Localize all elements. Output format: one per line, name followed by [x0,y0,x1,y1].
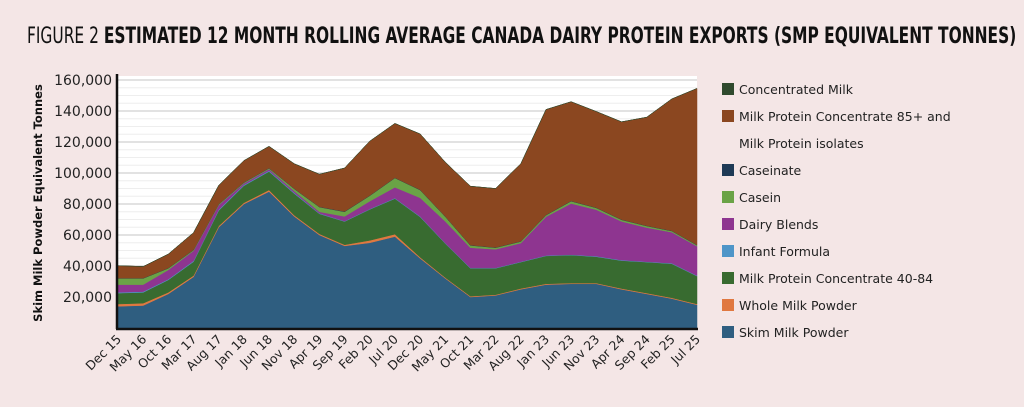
legend-item: Dairy Blends [722,211,1022,238]
legend-label: Caseinate [739,163,802,178]
y-tick-label: 100,000 [54,166,112,182]
y-tick-label: 40,000 [63,259,112,275]
legend-item: Skim Milk Powder [722,319,1022,346]
legend: Concentrated Milk Milk Protein Concentrat… [722,76,1022,346]
legend-swatch [722,245,734,257]
y-tick-label: 20,000 [63,290,112,306]
legend-swatch [722,272,734,284]
legend-item: Whole Milk Powder [722,292,1022,319]
legend-swatch [722,164,734,176]
legend-item: Infant Formula [722,238,1022,265]
legend-swatch [722,110,734,122]
chart-title: FIGURE 2 ESTIMATED 12 MONTH ROLLING AVER… [27,24,1016,49]
figure-title: ESTIMATED 12 MONTH ROLLING AVERAGE CANAD… [103,24,1017,49]
y-tick-label: 80,000 [63,197,112,213]
figure-number: FIGURE 2 [27,24,99,49]
y-tick-label: 60,000 [63,228,112,244]
legend-swatch [722,299,734,311]
legend-label: Infant Formula [739,244,831,259]
legend-swatch [722,83,734,95]
legend-item: Casein [722,184,1022,211]
legend-item: Milk Protein Concentrate 40-84 [722,265,1022,292]
area-concentrated-milk [117,88,698,267]
legend-swatch [722,218,734,230]
legend-item: Milk Protein Concentrate 85+ and Milk Pr… [722,103,1022,157]
legend-label: Dairy Blends [739,217,819,232]
legend-label: Milk Protein Concentrate 85+ and Milk Pr… [739,109,951,151]
legend-label: Skim Milk Powder [739,325,849,340]
legend-swatch [722,191,734,203]
legend-item: Caseinate [722,157,1022,184]
y-tick-label: 120,000 [54,135,112,151]
axes [115,74,698,331]
y-tick-label: 160,000 [54,73,112,89]
y-axis-label: Skim Milk Powder Equivalent Tonnes [31,84,45,322]
legend-label: Casein [739,190,781,205]
legend-label: Concentrated Milk [739,82,853,97]
legend-swatch [722,326,734,338]
area-series [117,88,698,329]
legend-item: Concentrated Milk [722,76,1022,103]
y-tick-label: 140,000 [54,104,112,120]
legend-label: Whole Milk Powder [739,298,857,313]
y-tick-labels: 20,000 40,000 60,000 80,000 100,000 120,000 14… [54,73,112,306]
legend-label: Milk Protein Concentrate 40-84 [739,271,934,286]
